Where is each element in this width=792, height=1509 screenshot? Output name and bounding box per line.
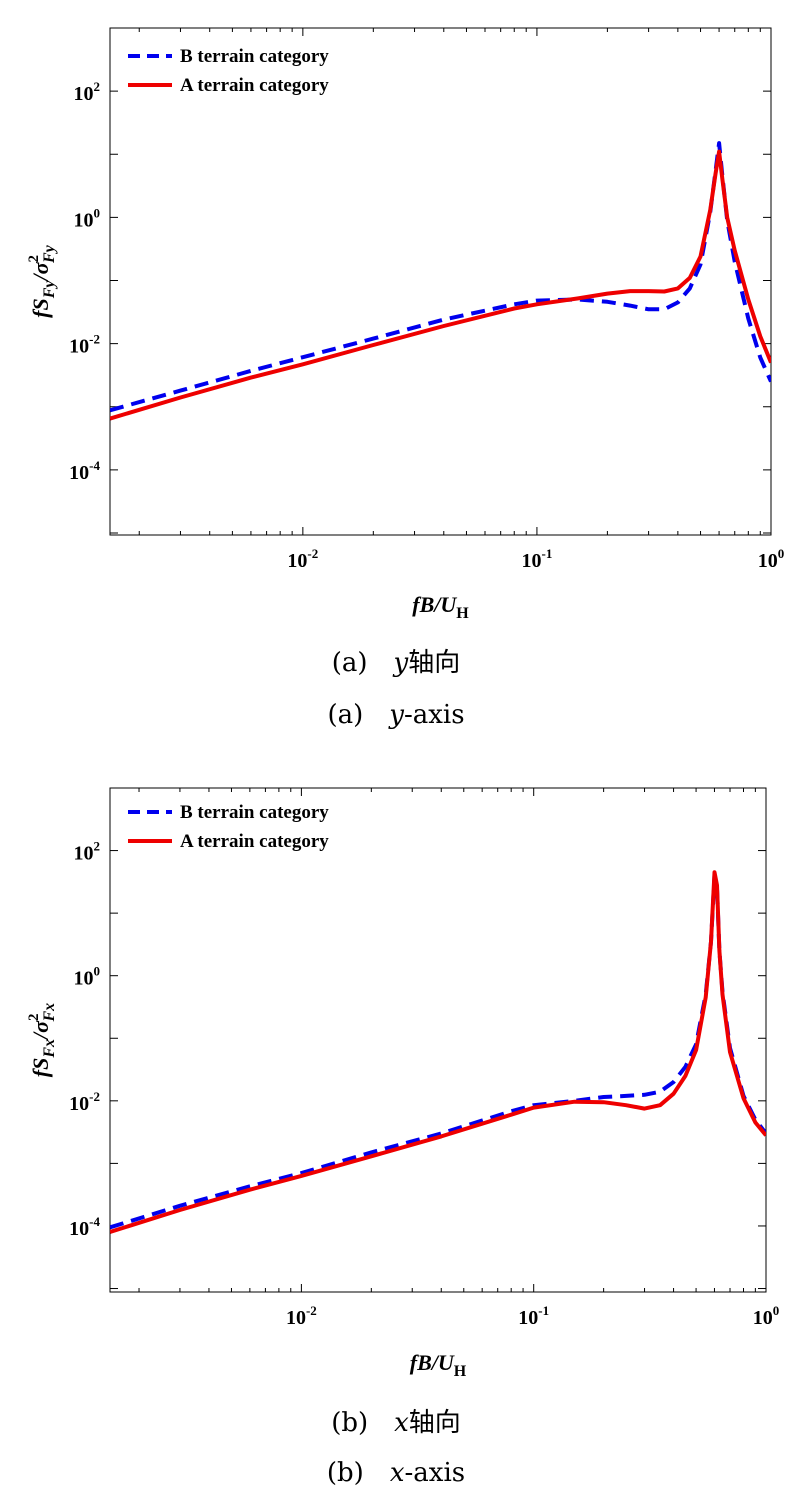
y-axis-label-divisor: /σ: [28, 1020, 53, 1041]
y-tick-label: 100: [74, 964, 101, 990]
y-tick-base: 10: [69, 336, 89, 358]
y-tick-base: 10: [74, 209, 94, 231]
x-axis-label-subscript: H: [454, 1363, 467, 1380]
y-tick-label: 10-2: [69, 332, 100, 358]
y-axis-label: fSFy/σ2Fy: [26, 244, 58, 318]
chart-x-axis: 10-2 10-1 10010-410-2100102fB/UHfSFx/σ2FxB…: [26, 787, 780, 1380]
caption-variable: x: [394, 1408, 409, 1438]
x-tick-label: 10-1: [522, 546, 553, 572]
y-axis-label-subscript-2: Fy: [41, 244, 58, 264]
y-axis-label-main: fS: [28, 1058, 53, 1078]
caption-variable: y: [393, 648, 409, 678]
y-tick-exponent: 2: [94, 839, 101, 854]
legend-label: B terrain category: [180, 46, 329, 67]
plot-frame: [109, 787, 767, 1293]
y-axis-label-divisor: /σ: [28, 261, 53, 282]
y-tick-base: 10: [74, 968, 94, 990]
y-tick-label: 102: [74, 839, 101, 865]
series-line-b-terrain: [110, 873, 766, 1230]
y-axis-label: fSFx/σ2Fx: [26, 1003, 58, 1077]
y-axis-label-subscript-2: Fx: [41, 1003, 58, 1023]
y-tick-exponent: 0: [94, 964, 101, 979]
x-axis-label: fB/UH: [410, 1350, 467, 1380]
legend-label: A terrain category: [180, 831, 329, 852]
y-tick-label: 100: [74, 205, 101, 231]
x-tick-label: 100: [753, 1303, 780, 1329]
y-tick-exponent: 2: [94, 79, 101, 94]
x-axis-label-main: fB/U: [412, 592, 457, 617]
caption-text: 轴向: [408, 1408, 461, 1438]
y-axis-label-subscript: Fy: [41, 280, 58, 300]
x-tick-base: 10: [753, 1307, 773, 1329]
y-tick-label: 102: [74, 79, 101, 105]
caption-variable: y: [389, 700, 404, 730]
x-tick-exponent: 0: [778, 546, 785, 561]
x-tick-label: 10-2: [287, 546, 318, 572]
caption-a-english: (a) y-axis: [0, 700, 792, 730]
x-tick-exponent: -1: [538, 1303, 549, 1318]
y-tick-label: 10-4: [69, 1214, 100, 1240]
x-tick-base: 10: [522, 550, 542, 572]
x-tick-exponent: -2: [307, 546, 318, 561]
y-tick-base: 10: [74, 83, 94, 105]
chart-y-axis: 10-2 10-1 10010-410-2100102fB/UHfSFy/σ2FyB…: [26, 27, 785, 622]
y-tick-exponent: -2: [89, 332, 100, 347]
caption-label: (b): [326, 1458, 390, 1488]
y-axis-label-main: fS: [28, 298, 53, 318]
x-tick-exponent: -2: [306, 1303, 317, 1318]
caption-b-english: (b) x-axis: [0, 1458, 792, 1488]
caption-text: 轴向: [408, 648, 461, 678]
x-tick-base: 10: [758, 550, 778, 572]
caption-label: (b): [331, 1408, 395, 1438]
series-line-a-terrain: [110, 870, 766, 1234]
x-axis-label-main: fB/U: [410, 1350, 455, 1375]
x-tick-label: 100: [758, 546, 785, 572]
caption-text: -axis: [403, 700, 465, 730]
legend-label: A terrain category: [180, 75, 329, 96]
x-axis-label: fB/UH: [412, 592, 469, 622]
y-axis-label-superscript: 2: [26, 255, 42, 263]
y-tick-base: 10: [69, 462, 89, 484]
caption-variable: x: [389, 1458, 405, 1488]
caption-label: (a): [331, 648, 394, 678]
y-tick-exponent: -4: [89, 458, 100, 473]
plot-frame: [109, 27, 772, 536]
y-tick-base: 10: [69, 1218, 89, 1240]
x-tick-label: 10-2: [286, 1303, 317, 1329]
y-tick-base: 10: [69, 1093, 89, 1115]
x-tick-exponent: 0: [773, 1303, 780, 1318]
x-tick-exponent: -1: [542, 546, 553, 561]
y-tick-exponent: -2: [89, 1089, 100, 1104]
series-line-a-terrain: [110, 149, 771, 421]
x-tick-base: 10: [518, 1307, 538, 1329]
y-tick-exponent: 0: [94, 205, 101, 220]
x-tick-base: 10: [287, 550, 307, 572]
x-tick-label: 10-1: [518, 1303, 549, 1329]
series-line-b-terrain: [110, 141, 771, 413]
y-axis-label-superscript: 2: [26, 1013, 42, 1021]
caption-label: (a): [327, 700, 390, 730]
y-tick-label: 10-2: [69, 1089, 100, 1115]
caption-a-chinese: (a) y轴向: [0, 642, 792, 679]
caption-text: -axis: [404, 1458, 466, 1488]
y-tick-base: 10: [74, 843, 94, 865]
y-axis-label-subscript: Fx: [41, 1039, 58, 1059]
x-tick-base: 10: [286, 1307, 306, 1329]
caption-b-chinese: (b) x轴向: [0, 1402, 792, 1439]
x-axis-label-subscript: H: [456, 605, 469, 622]
y-tick-exponent: -4: [89, 1214, 100, 1229]
legend-label: B terrain category: [180, 802, 329, 823]
y-tick-label: 10-4: [69, 458, 100, 484]
